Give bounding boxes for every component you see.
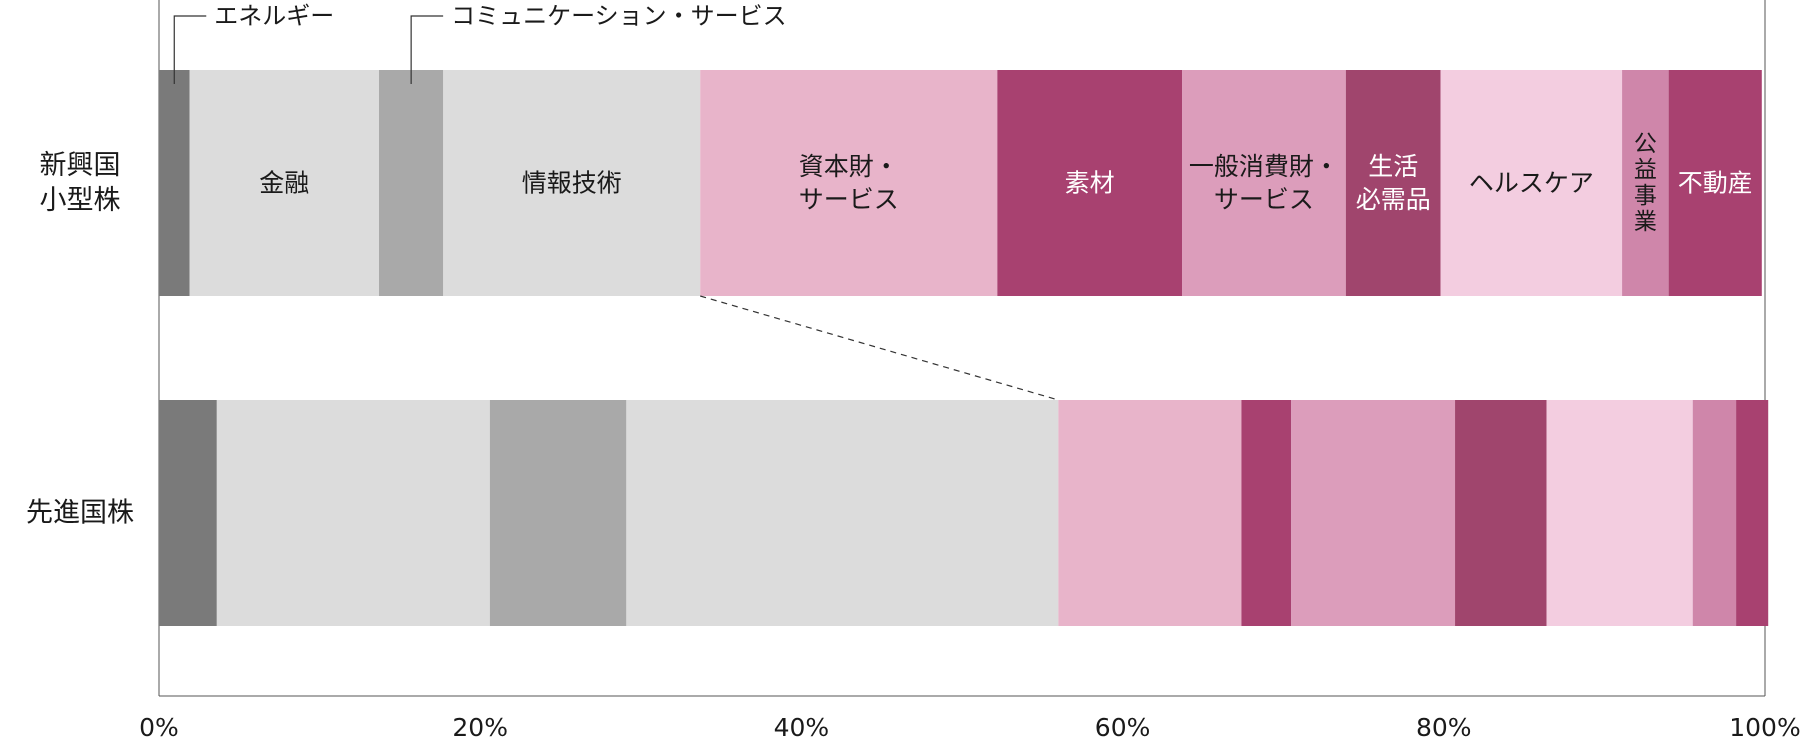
bar-segment-0-金融 [189, 70, 380, 296]
segment-label-一般消費財-サービス-line-0: 一般消費財・ [1189, 152, 1339, 181]
callout-label-エネルギー: エネルギー [214, 2, 334, 30]
bar-segment-1-コミュニケーション-サービス [489, 400, 627, 626]
connector-layer [700, 295, 1059, 401]
segment-label-生活必需品-line-0: 生活 [1368, 152, 1418, 181]
bar-segment-0-生活必需品 [1345, 70, 1441, 296]
bar-segment-1-ヘルスケア [1546, 400, 1693, 626]
bar-segment-0-ヘルスケア [1440, 70, 1623, 296]
bar-segment-1-一般消費財-サービス [1291, 400, 1456, 626]
bar-segment-0-情報技術 [443, 70, 701, 296]
bar-segment-0-不動産 [1668, 70, 1762, 296]
category-label-0-line-1: 小型株 [40, 185, 121, 216]
segment-label-資本財-サービス-line-1: サービス [799, 185, 899, 214]
x-tick-label-4: 80% [1416, 713, 1472, 742]
segment-label-公益事業-line-2: 事 [1634, 183, 1657, 209]
segment-label-資本財-サービス-line-0: 資本財・ [799, 152, 899, 181]
segment-label-素材-line-0: 素材 [1065, 169, 1115, 198]
segment-label-一般消費財-サービス-line-1: サービス [1214, 185, 1314, 214]
x-tick-label-2: 40% [774, 713, 830, 742]
segment-label-情報技術-line-0: 情報技術 [522, 169, 622, 198]
callout-line-エネルギー [173, 15, 207, 84]
category-label-0-line-0: 新興国 [40, 150, 121, 181]
x-tick-label-3: 60% [1095, 713, 1151, 742]
segment-label-生活必需品-line-1: 必需品 [1356, 185, 1431, 214]
callout-line-コミュニケーション-サービス [410, 15, 444, 84]
segment-labels-layer: 金融 情報技術資本財・サービス素材一般消費財・サービス生活必需品ヘルスケア公益事業… [259, 131, 1752, 235]
bar-segment-0-コミュニケーション-サービス [379, 70, 444, 296]
bar-segment-1-素材 [1241, 400, 1292, 626]
callout-labels: エネルギー コミュニケーション・サービス [173, 2, 787, 84]
bar-segment-1-資本財-サービス [1058, 400, 1242, 626]
dashed-connector-line [700, 295, 1059, 401]
segment-label-公益事業-line-0: 公 [1634, 131, 1657, 157]
x-tick-label-5: 100% [1729, 713, 1800, 742]
bar-segment-0-公益事業 [1622, 70, 1669, 296]
bar-segment-0-資本財-サービス [700, 70, 998, 296]
bar-segment-1-生活必需品 [1455, 400, 1547, 626]
segment-label-金融-line-0: 金融 [259, 169, 309, 198]
callout-label-コミュニケーション-サービス: コミュニケーション・サービス [451, 2, 787, 30]
bar-segment-1-情報技術 [626, 400, 1059, 626]
bar-segment-1-金融 [216, 400, 490, 626]
bar-segment-0-エネルギー [159, 70, 190, 296]
bar-segment-1-エネルギー [159, 400, 217, 626]
category-label-1-line-0: 先進国株 [26, 498, 134, 529]
x-tick-label-0: 0% [139, 713, 179, 742]
x-tick-label-1: 20% [452, 713, 508, 742]
segment-label-公益事業-line-3: 業 [1634, 209, 1657, 235]
segment-label-ヘルスケア-line-0: ヘルスケア [1469, 169, 1594, 198]
segment-label-公益事業-line-1: 益 [1634, 157, 1657, 183]
bar-segment-0-素材 [997, 70, 1183, 296]
x-axis-ticks: 0% 20% 40% 60% 80% 100% [139, 713, 1801, 742]
segment-label-不動産-line-0: 不動産 [1678, 169, 1753, 198]
bar-segment-0-一般消費財-サービス [1182, 70, 1346, 296]
bar-segment-1-不動産 [1736, 400, 1769, 626]
bars-layer [159, 70, 1769, 626]
bar-segment-1-公益事業 [1692, 400, 1737, 626]
